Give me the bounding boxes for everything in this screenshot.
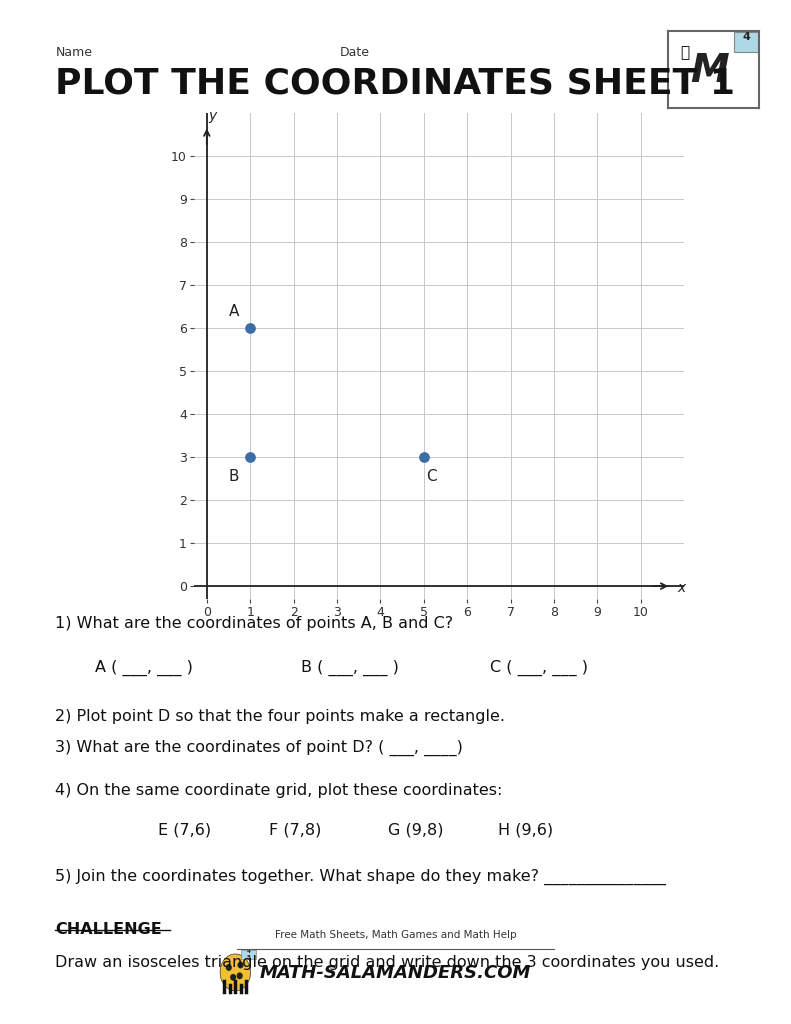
Text: G (9,8): G (9,8) [388, 822, 443, 838]
Text: 2) Plot point D so that the four points make a rectangle.: 2) Plot point D so that the four points … [55, 709, 505, 724]
Text: PLOT THE COORDINATES SHEET 1: PLOT THE COORDINATES SHEET 1 [55, 67, 736, 100]
Text: 4: 4 [742, 33, 750, 42]
Circle shape [237, 973, 243, 979]
Text: Draw an isosceles triangle on the grid and write down the 3 coordinates you used: Draw an isosceles triangle on the grid a… [55, 955, 720, 971]
Text: 1) What are the coordinates of points A, B and C?: 1) What are the coordinates of points A,… [55, 616, 453, 632]
Text: C: C [426, 469, 437, 484]
Text: y: y [208, 110, 216, 124]
Point [244, 449, 256, 465]
Text: Free Math Sheets, Math Games and Math Help: Free Math Sheets, Math Games and Math He… [274, 930, 517, 940]
Ellipse shape [220, 954, 251, 991]
Text: M: M [690, 51, 729, 90]
Text: B ( ___, ___ ): B ( ___, ___ ) [301, 659, 399, 676]
Text: E (7,6): E (7,6) [158, 822, 211, 838]
Text: F (7,8): F (7,8) [269, 822, 321, 838]
Text: CHALLENGE: CHALLENGE [55, 922, 162, 937]
Text: 3) What are the coordinates of point D? ( ___, ____): 3) What are the coordinates of point D? … [55, 739, 464, 756]
Circle shape [230, 974, 237, 981]
Text: A ( ___, ___ ): A ( ___, ___ ) [95, 659, 193, 676]
Bar [240, 950, 256, 959]
Point [244, 319, 256, 336]
Text: 5) Join the coordinates together. What shape do they make? _______________: 5) Join the coordinates together. What s… [55, 868, 666, 885]
Text: A: A [229, 304, 239, 319]
Text: B: B [229, 469, 239, 484]
Point [418, 449, 430, 465]
Text: C ( ___, ___ ): C ( ___, ___ ) [490, 659, 589, 676]
Bar [734, 33, 758, 52]
Text: MATH-SALAMANDERS.COM: MATH-SALAMANDERS.COM [259, 964, 532, 982]
Text: Date: Date [340, 46, 370, 59]
Text: x: x [678, 582, 686, 595]
Text: H (9,6): H (9,6) [498, 822, 554, 838]
Text: 4
5: 4 5 [247, 949, 250, 961]
Text: Name: Name [55, 46, 93, 59]
Circle shape [225, 964, 232, 971]
Circle shape [237, 962, 244, 969]
Text: 4) On the same coordinate grid, plot these coordinates:: 4) On the same coordinate grid, plot the… [55, 783, 503, 799]
Text: 🐾: 🐾 [680, 45, 689, 59]
